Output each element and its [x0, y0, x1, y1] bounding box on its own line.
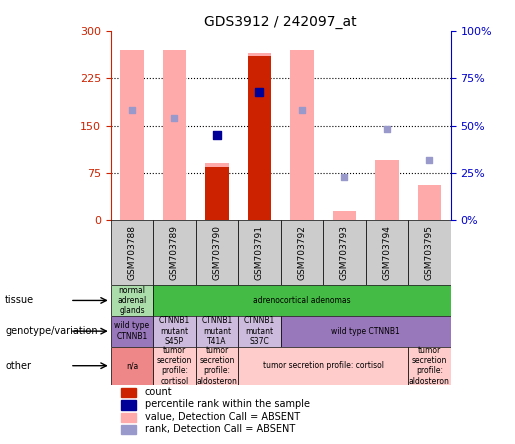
Bar — [281, 316, 451, 346]
Bar — [238, 346, 408, 385]
Text: GSM703789: GSM703789 — [170, 225, 179, 280]
Bar — [196, 346, 238, 385]
Text: CTNNB1
mutant
S45P: CTNNB1 mutant S45P — [159, 316, 190, 346]
Bar — [205, 163, 229, 220]
Text: tumor
secretion
profile:
cortisol: tumor secretion profile: cortisol — [157, 345, 192, 386]
Bar — [408, 346, 451, 385]
Text: GSM703793: GSM703793 — [340, 225, 349, 280]
Point — [383, 126, 391, 133]
Point — [298, 107, 306, 114]
Bar — [205, 166, 229, 220]
Text: GSM703794: GSM703794 — [383, 225, 391, 280]
Bar — [111, 316, 153, 346]
Text: tissue: tissue — [5, 295, 35, 305]
Bar — [238, 316, 281, 346]
Text: tumor
secretion
profile:
aldosteron: tumor secretion profile: aldosteron — [197, 345, 237, 386]
Text: CTNNB1
mutant
S37C: CTNNB1 mutant S37C — [244, 316, 275, 346]
Bar — [323, 220, 366, 285]
Bar — [153, 220, 196, 285]
Text: GSM703788: GSM703788 — [128, 225, 136, 280]
Bar — [153, 346, 196, 385]
Text: GSM703795: GSM703795 — [425, 225, 434, 280]
Text: n/a: n/a — [126, 361, 138, 370]
Bar — [366, 220, 408, 285]
Point — [425, 156, 434, 163]
Text: tumor secretion profile: cortisol: tumor secretion profile: cortisol — [263, 361, 384, 370]
Bar — [238, 220, 281, 285]
Text: wild type CTNNB1: wild type CTNNB1 — [331, 327, 400, 336]
Bar — [111, 285, 153, 316]
Text: GSM703791: GSM703791 — [255, 225, 264, 280]
Text: GSM703790: GSM703790 — [213, 225, 221, 280]
Bar — [248, 53, 271, 220]
Bar — [408, 220, 451, 285]
Text: CTNNB1
mutant
T41A: CTNNB1 mutant T41A — [201, 316, 233, 346]
Text: adrenocortical adenomas: adrenocortical adenomas — [253, 296, 351, 305]
Bar — [153, 285, 451, 316]
Text: wild type
CTNNB1: wild type CTNNB1 — [114, 321, 149, 341]
Text: tumor
secretion
profile:
aldosteron: tumor secretion profile: aldosteron — [409, 345, 450, 386]
Bar — [111, 220, 153, 285]
Text: GSM703792: GSM703792 — [298, 225, 306, 280]
Text: other: other — [5, 361, 31, 371]
Bar — [121, 424, 136, 434]
Bar — [196, 316, 238, 346]
Bar — [196, 220, 238, 285]
Bar — [375, 160, 399, 220]
Bar — [153, 316, 196, 346]
Title: GDS3912 / 242097_at: GDS3912 / 242097_at — [204, 15, 357, 29]
Point — [213, 131, 221, 139]
Bar — [121, 50, 144, 220]
Text: value, Detection Call = ABSENT: value, Detection Call = ABSENT — [145, 412, 300, 421]
Point — [340, 173, 349, 180]
Text: genotype/variation: genotype/variation — [5, 326, 98, 336]
Bar — [333, 210, 356, 220]
Bar — [121, 400, 136, 409]
Bar — [281, 220, 323, 285]
Text: rank, Detection Call = ABSENT: rank, Detection Call = ABSENT — [145, 424, 295, 434]
Bar — [121, 412, 136, 421]
Bar — [418, 186, 441, 220]
Point — [128, 107, 136, 114]
Bar — [248, 56, 271, 220]
Bar — [121, 388, 136, 397]
Point — [170, 115, 179, 122]
Bar — [163, 50, 186, 220]
Bar — [111, 346, 153, 385]
Bar — [290, 50, 314, 220]
Point — [255, 88, 264, 95]
Text: count: count — [145, 388, 173, 397]
Text: normal
adrenal
glands: normal adrenal glands — [117, 285, 147, 315]
Text: percentile rank within the sample: percentile rank within the sample — [145, 400, 310, 409]
